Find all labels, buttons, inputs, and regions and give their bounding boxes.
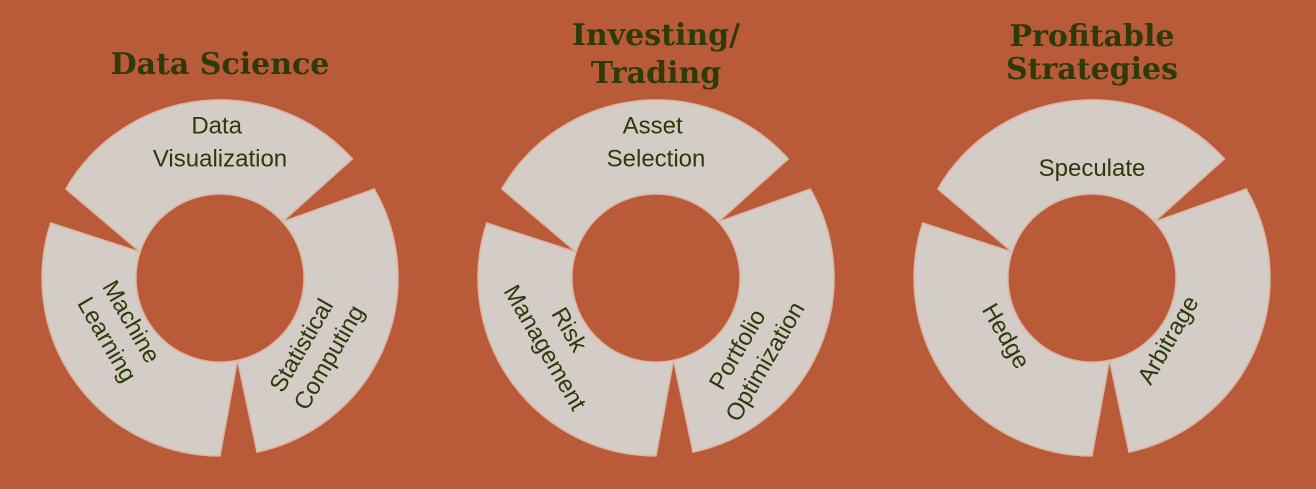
wheel-investing-trading: Investing/ Trading Asset Selection Portf… [446, 0, 866, 489]
wheel-title: Data Science [10, 48, 430, 81]
cycle-wheel: Asset Selection Portfolio Optimization R… [477, 99, 835, 457]
segment-statistical-computing [236, 188, 399, 453]
segment-speculate [936, 99, 1226, 254]
title-line: Investing/ [571, 18, 741, 53]
segment-portfolio-optimization [672, 188, 835, 453]
segment-machine-learning [41, 222, 239, 457]
segment-risk-management [477, 222, 675, 457]
cycle-wheel: Speculate Arbitrage Hedge [913, 99, 1271, 457]
wheel-data-science: Data Science Data Visualization Statisti… [10, 0, 430, 489]
wheel-title: Profitable Strategies [882, 20, 1302, 86]
cycle-wheel: Data Visualization Statistical Computing… [41, 99, 399, 457]
label-asset-selection: Asset Selection [607, 113, 706, 173]
label-data-visualization: Data Visualization [153, 113, 287, 173]
title-line: Strategies [1005, 52, 1179, 87]
segment-hedge [913, 222, 1111, 457]
title-line: Profitable [1009, 19, 1175, 54]
title-line: Data Science [110, 47, 330, 82]
label-speculate: Speculate [1039, 155, 1146, 182]
segment-asset-selection [500, 99, 790, 254]
segment-data-visualization [64, 99, 354, 254]
wheel-profitable-strategies: Profitable Strategies Speculate Arbitrag… [882, 0, 1302, 489]
segment-arbitrage [1108, 188, 1271, 453]
wheel-title: Investing/ Trading [446, 19, 866, 90]
title-line: Trading [590, 56, 722, 91]
